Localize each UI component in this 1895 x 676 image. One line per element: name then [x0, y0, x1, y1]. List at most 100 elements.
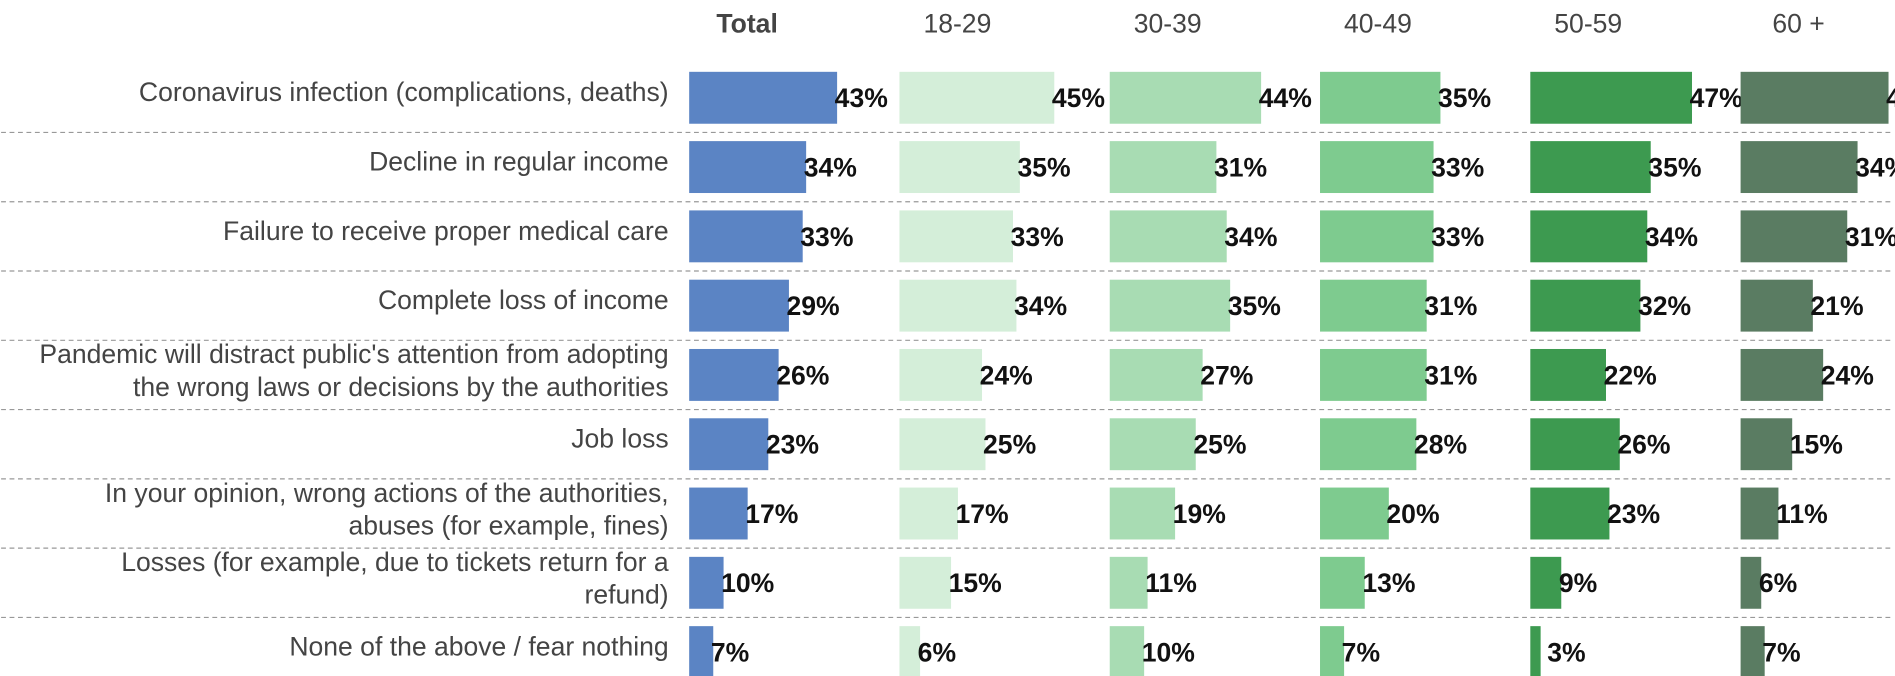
bar [1740, 279, 1813, 332]
bar [1530, 556, 1562, 609]
bar [1740, 556, 1762, 609]
value-label: 31% [1214, 152, 1267, 182]
category-label: Failure to receive proper medical care [223, 216, 669, 246]
value-label: 22% [1604, 360, 1657, 390]
bar [1109, 626, 1145, 676]
value-label: 9% [1559, 568, 1597, 598]
bar [1109, 487, 1176, 540]
value-label: 6% [918, 638, 956, 668]
value-label: 17% [745, 499, 798, 529]
value-label: 34% [1224, 222, 1277, 252]
column-header: 30-39 [1134, 8, 1202, 38]
value-label: 10% [721, 568, 774, 598]
bar [1530, 626, 1541, 676]
value-label: 13% [1362, 568, 1415, 598]
value-label: 33% [1431, 222, 1484, 252]
bar [899, 279, 1017, 332]
category-label: Losses (for example, due to tickets retu… [121, 547, 669, 577]
value-label: 15% [1790, 430, 1843, 460]
value-label: 21% [1810, 291, 1863, 321]
bar [1109, 71, 1262, 124]
value-label: 35% [1438, 83, 1491, 113]
category-label: Pandemic will distract public's attentio… [39, 339, 668, 369]
bar [899, 71, 1055, 124]
value-label: 26% [1617, 430, 1670, 460]
bar [689, 279, 789, 332]
value-label: 7% [1342, 638, 1380, 668]
value-label: 17% [956, 499, 1009, 529]
value-label: 32% [1638, 291, 1691, 321]
bar [899, 626, 921, 676]
bar [1740, 348, 1824, 401]
value-label: 45% [1052, 83, 1105, 113]
value-label: 7% [711, 638, 749, 668]
value-label: 11% [1145, 568, 1197, 598]
category-label: Coronavirus infection (complications, de… [139, 77, 669, 107]
bar [689, 348, 779, 401]
value-label: 11% [1776, 499, 1828, 529]
bar [899, 556, 952, 609]
value-label: 31% [1845, 222, 1895, 252]
value-label: 35% [1228, 291, 1281, 321]
bar [689, 210, 803, 263]
column-header: Total [716, 8, 777, 38]
bar [689, 556, 724, 609]
value-label: 26% [776, 360, 829, 390]
value-label: 15% [949, 568, 1002, 598]
bar [899, 210, 1013, 263]
category-label: abuses (for example, fines) [348, 510, 668, 540]
bar [1109, 348, 1203, 401]
value-label: 28% [1414, 430, 1467, 460]
category-label: None of the above / fear nothing [289, 631, 668, 661]
value-label: 24% [980, 360, 1033, 390]
bar [1320, 279, 1427, 332]
bar [899, 487, 958, 540]
column-header: 40-49 [1344, 8, 1412, 38]
bar [1320, 556, 1365, 609]
value-label: 31% [1424, 291, 1477, 321]
column-header: 60 + [1772, 8, 1824, 38]
bar [1530, 487, 1610, 540]
column-header: 50-59 [1554, 8, 1622, 38]
value-label: 43% [835, 83, 888, 113]
bar [1320, 141, 1434, 194]
bar [1530, 418, 1620, 471]
category-label: Decline in regular income [369, 146, 669, 176]
bar [899, 418, 986, 471]
bar [1740, 487, 1779, 540]
value-label: 44% [1259, 83, 1312, 113]
bar [1320, 210, 1434, 263]
bar [689, 487, 748, 540]
bar [1530, 71, 1693, 124]
value-label: 20% [1386, 499, 1439, 529]
value-label: 23% [766, 430, 819, 460]
value-label: 34% [804, 152, 857, 182]
bar [899, 141, 1020, 194]
value-label: 24% [1821, 360, 1874, 390]
bar [1109, 210, 1227, 263]
value-label: 33% [1011, 222, 1064, 252]
bar [1530, 348, 1606, 401]
value-label: 25% [1193, 430, 1246, 460]
bar [1530, 141, 1651, 194]
bar [899, 348, 983, 401]
bar [1740, 418, 1793, 471]
bar [1320, 487, 1389, 540]
bar [1740, 210, 1848, 263]
bar [689, 141, 807, 194]
bar [1109, 418, 1196, 471]
category-label: Complete loss of income [378, 285, 669, 315]
category-label: the wrong laws or decisions by the autho… [133, 372, 669, 402]
bar [1740, 626, 1765, 676]
value-label: 6% [1759, 568, 1797, 598]
bar [1109, 279, 1231, 332]
value-label: 25% [983, 430, 1036, 460]
category-label: Job loss [571, 424, 668, 454]
bar [1740, 71, 1889, 124]
bar [1530, 210, 1648, 263]
bar [1320, 626, 1345, 676]
bar [689, 418, 769, 471]
value-label: 3% [1547, 638, 1585, 668]
value-label: 23% [1607, 499, 1660, 529]
